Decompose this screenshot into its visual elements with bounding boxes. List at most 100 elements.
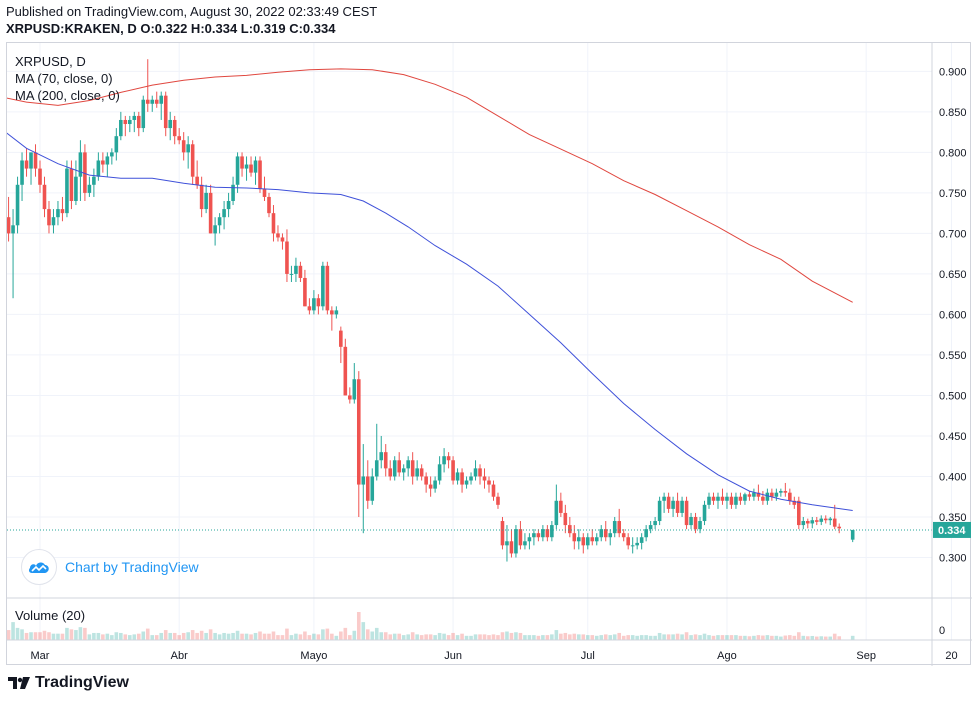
candle-body [783, 491, 788, 493]
candle-body [756, 492, 761, 497]
volume-bar [590, 635, 595, 640]
volume-bar [15, 627, 20, 640]
candle-body [774, 492, 779, 497]
volume-bar [159, 632, 164, 640]
volume-bar [675, 633, 680, 640]
volume-bar [491, 634, 496, 640]
candle-body [693, 516, 698, 530]
volume-bar [671, 634, 675, 640]
volume-bar [145, 628, 150, 640]
candle-body [388, 468, 393, 477]
candle-body [752, 492, 756, 497]
volume-bar [29, 632, 33, 640]
candle-body [648, 525, 653, 530]
candle-body [60, 209, 65, 214]
tradingview-badge-label[interactable]: Chart by TradingView [65, 559, 199, 575]
candle-body [298, 265, 303, 278]
candle-body [163, 95, 168, 129]
volume-bar [639, 635, 644, 640]
volume-bar [69, 629, 74, 640]
candle-body [392, 460, 397, 477]
candle-body [639, 537, 644, 543]
volume-bar [150, 635, 155, 640]
candle-body [65, 168, 69, 214]
volume-bar [244, 633, 249, 640]
candle-body [276, 233, 280, 238]
candle-body [280, 237, 285, 242]
legend-ma70[interactable]: MA (70, close, 0) [15, 71, 113, 86]
volume-bar [163, 630, 168, 640]
candle-body [132, 115, 137, 120]
candle-body [56, 209, 60, 218]
candle-body [662, 496, 666, 501]
candle-body [33, 152, 38, 169]
candle-body [222, 209, 226, 218]
candle-body [621, 533, 626, 538]
candle-body [356, 379, 361, 485]
candle-body [285, 241, 289, 274]
candle-body [181, 140, 186, 153]
volume-bar [814, 636, 819, 640]
candle-body [832, 518, 837, 527]
volume-bar [783, 635, 788, 640]
volume-bar [253, 632, 258, 640]
candle-body [15, 184, 20, 226]
candle-body [788, 492, 792, 501]
volume-bar [792, 635, 797, 640]
volume-bar [666, 634, 671, 640]
candle-body [518, 529, 523, 546]
legend-volume[interactable]: Volume (20) [15, 608, 86, 623]
legend-ma200[interactable]: MA (200, close, 0) [15, 88, 120, 103]
candle-body [536, 533, 541, 538]
candle-body [69, 168, 74, 201]
volume-bar [374, 627, 379, 640]
candle-body [612, 521, 617, 534]
volume-bar [298, 634, 303, 640]
candle-body [446, 456, 451, 461]
volume-bar [285, 628, 289, 640]
volume-bar [509, 632, 514, 640]
candle-body [379, 452, 384, 461]
candle-body [702, 504, 707, 522]
x-tick-label: Jul [581, 650, 595, 662]
candle-body [738, 496, 743, 501]
candle-body [141, 99, 146, 129]
volume-bar [585, 635, 590, 640]
y-tick-label: 0.350 [939, 512, 967, 524]
tradingview-logo-icon [8, 677, 30, 689]
volume-bar [536, 635, 541, 640]
candle-body [765, 492, 770, 501]
volume-bar [361, 622, 366, 640]
volume-bar [11, 622, 15, 640]
candle-body [500, 521, 505, 546]
candle-body [581, 537, 586, 546]
candle-body [312, 298, 316, 311]
price-chart[interactable]: 0.300 0.350 0.400 0.450 0.500 0.550 0.600 0.650… [7, 43, 972, 666]
candle-body [720, 496, 725, 501]
volume-bar [599, 635, 604, 640]
tradingview-badge[interactable]: Chart by TradingView [21, 549, 199, 585]
footer-logo-text: TradingView [35, 674, 129, 691]
volume-bar [428, 634, 433, 640]
volume-bar [123, 634, 128, 640]
volume-bar [186, 632, 190, 640]
candle-body [78, 152, 83, 177]
y-tick-label: 0.750 [939, 188, 967, 200]
chart-frame[interactable]: 0.300 0.350 0.400 0.450 0.500 0.550 0.600 0.650… [6, 42, 972, 666]
candle-body [711, 496, 716, 501]
candle-body [442, 456, 446, 465]
y-tick-label: 0.700 [939, 228, 967, 240]
volume-bar [110, 635, 114, 640]
volume-bar [707, 635, 711, 640]
volume-bar [199, 630, 204, 640]
volume-bar [850, 635, 855, 640]
candle-body [96, 160, 101, 177]
candle-body [451, 460, 455, 481]
x-tick-label: Sep [856, 650, 876, 662]
candle-body [20, 160, 24, 185]
footer-logo[interactable]: TradingView [8, 674, 129, 692]
candle-body [594, 537, 599, 542]
volume-bar [460, 633, 464, 640]
volume-bar [832, 633, 837, 640]
volume-bar [383, 632, 388, 640]
